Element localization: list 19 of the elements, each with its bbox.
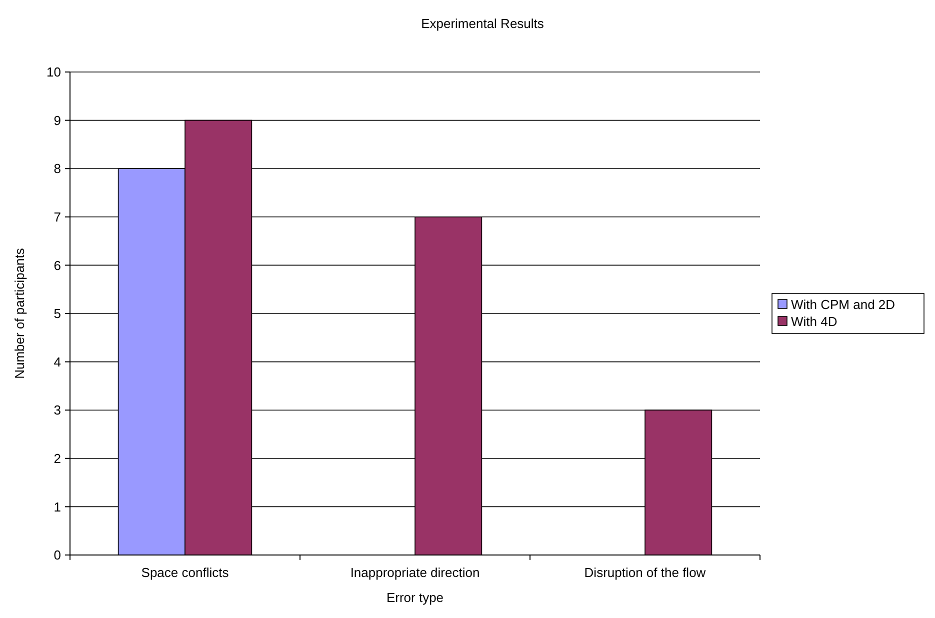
y-tick-label: 10	[46, 64, 61, 80]
x-axis-title: Error type	[386, 590, 444, 605]
y-tick-label: 1	[54, 499, 61, 514]
x-tick-label: Inappropriate direction	[350, 565, 480, 580]
y-tick-label: 4	[54, 354, 61, 370]
y-tick-label: 6	[54, 258, 61, 273]
y-tick-label: 0	[54, 548, 61, 563]
x-tick-label: Disruption of the flow	[584, 565, 706, 580]
y-tick-label: 5	[54, 306, 61, 322]
y-tick-label: 3	[54, 402, 61, 418]
legend-label: With CPM and 2D	[791, 297, 896, 312]
y-axis-title: Number of participants	[12, 248, 27, 379]
y-tick-label: 7	[54, 209, 61, 224]
x-tick-label: Space conflicts	[141, 565, 230, 580]
chart-title: Experimental Results	[421, 16, 544, 31]
legend-label: With 4D	[791, 314, 838, 330]
y-tick-label: 8	[54, 161, 61, 176]
y-tick-label: 2	[54, 450, 61, 466]
y-tick-label: 9	[54, 112, 61, 128]
